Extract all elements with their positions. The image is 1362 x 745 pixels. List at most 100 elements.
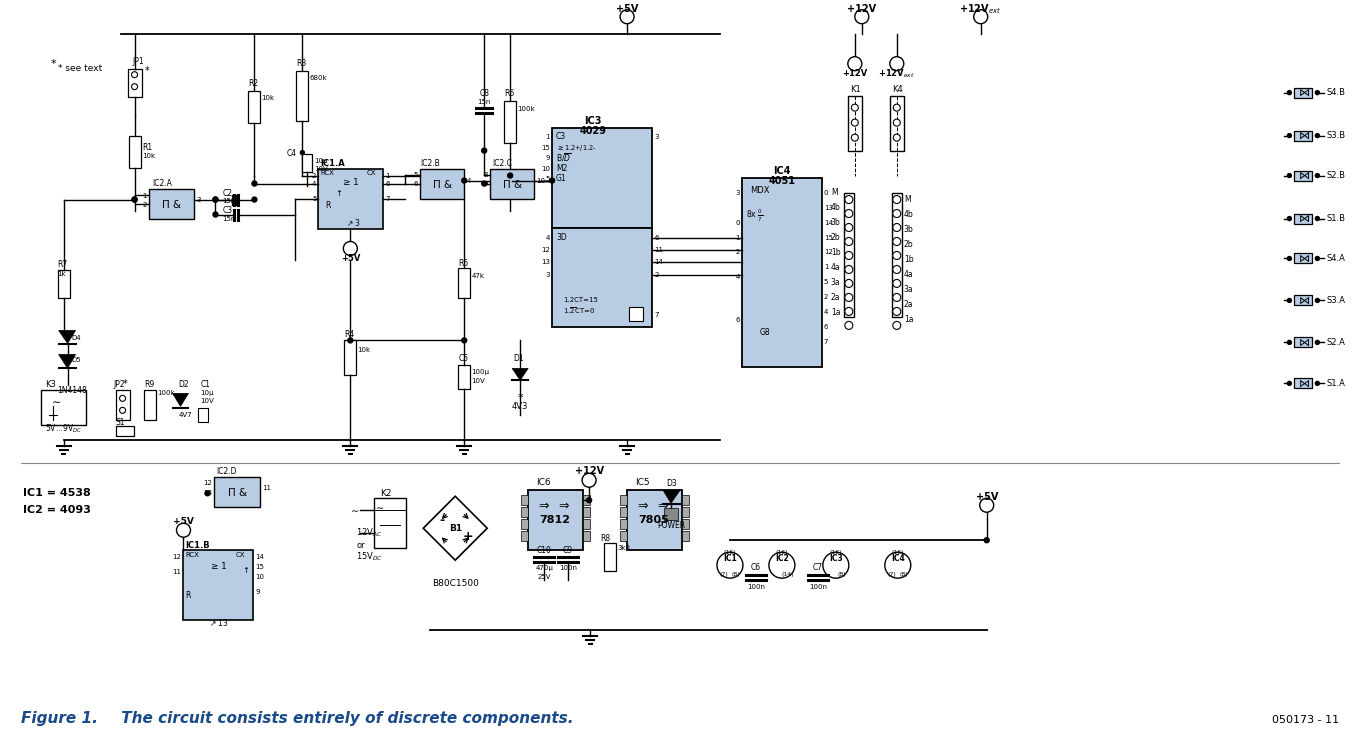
Circle shape bbox=[985, 538, 989, 542]
Polygon shape bbox=[173, 393, 188, 406]
Text: * see text: * see text bbox=[57, 64, 102, 73]
Text: 1: 1 bbox=[546, 133, 550, 139]
Text: 2a: 2a bbox=[904, 300, 914, 309]
Text: 6: 6 bbox=[414, 180, 418, 186]
Text: (8): (8) bbox=[731, 571, 741, 577]
Text: 1.$\overline{2}$CT=0: 1.$\overline{2}$CT=0 bbox=[563, 305, 595, 316]
Circle shape bbox=[177, 523, 191, 537]
Bar bbox=[552, 227, 652, 327]
Text: 2b: 2b bbox=[831, 233, 840, 242]
Bar bbox=[184, 551, 253, 620]
Text: B/$\overline{D}$: B/$\overline{D}$ bbox=[556, 151, 572, 164]
Text: 7: 7 bbox=[824, 340, 828, 346]
Text: +5V: +5V bbox=[340, 254, 360, 263]
Text: 1: 1 bbox=[735, 235, 740, 241]
Text: D3: D3 bbox=[666, 479, 677, 488]
Text: 1b: 1b bbox=[831, 248, 840, 257]
Circle shape bbox=[892, 294, 900, 302]
Text: 5: 5 bbox=[824, 279, 828, 285]
Bar bbox=[1294, 296, 1313, 305]
Text: (16): (16) bbox=[775, 550, 789, 555]
Circle shape bbox=[979, 498, 994, 513]
Text: $\Rightarrow$: $\Rightarrow$ bbox=[655, 498, 669, 512]
Bar bbox=[665, 508, 678, 520]
Circle shape bbox=[892, 224, 900, 232]
Bar bbox=[522, 495, 528, 505]
Text: B80C1500: B80C1500 bbox=[432, 579, 478, 588]
Circle shape bbox=[132, 72, 138, 77]
Text: 4b: 4b bbox=[904, 210, 914, 219]
Text: R9: R9 bbox=[144, 380, 155, 389]
Text: 14: 14 bbox=[654, 259, 663, 265]
Text: S1.B: S1.B bbox=[1327, 214, 1346, 223]
Text: S1: S1 bbox=[116, 418, 125, 427]
Circle shape bbox=[892, 252, 900, 259]
Text: +5V: +5V bbox=[616, 4, 639, 13]
Bar bbox=[128, 69, 142, 97]
Polygon shape bbox=[663, 490, 680, 503]
Text: 15n: 15n bbox=[222, 197, 236, 203]
Text: 6: 6 bbox=[385, 180, 390, 186]
Bar bbox=[116, 390, 129, 420]
Text: +: + bbox=[463, 530, 474, 542]
Text: $\sim$: $\sim$ bbox=[349, 504, 361, 514]
Text: R: R bbox=[326, 201, 331, 210]
Bar bbox=[57, 270, 69, 299]
Text: 25V: 25V bbox=[538, 574, 550, 580]
Circle shape bbox=[844, 294, 853, 302]
Text: C3: C3 bbox=[222, 206, 233, 215]
Text: 10k: 10k bbox=[143, 153, 155, 159]
Circle shape bbox=[132, 197, 138, 202]
Text: $\Pi$ &: $\Pi$ & bbox=[161, 197, 183, 209]
Text: 10: 10 bbox=[537, 177, 545, 183]
Text: 050173 - 11: 050173 - 11 bbox=[1272, 715, 1339, 725]
Circle shape bbox=[844, 265, 853, 273]
Text: 7805: 7805 bbox=[639, 516, 669, 525]
Circle shape bbox=[587, 498, 591, 503]
Text: 10V: 10V bbox=[200, 399, 214, 405]
Text: 3: 3 bbox=[735, 189, 740, 195]
Text: 2b: 2b bbox=[904, 240, 914, 249]
Bar bbox=[605, 543, 616, 571]
Text: $\bowtie$: $\bowtie$ bbox=[1297, 337, 1310, 348]
Circle shape bbox=[892, 308, 900, 315]
Circle shape bbox=[892, 209, 900, 218]
Text: C3: C3 bbox=[556, 132, 567, 141]
Circle shape bbox=[716, 552, 742, 578]
Text: S4.A: S4.A bbox=[1327, 254, 1346, 263]
Circle shape bbox=[847, 57, 862, 71]
Circle shape bbox=[844, 321, 853, 329]
Circle shape bbox=[1287, 91, 1291, 95]
Text: *: * bbox=[518, 393, 523, 403]
Text: $\Pi$ &: $\Pi$ & bbox=[432, 177, 452, 189]
Text: 13: 13 bbox=[203, 490, 212, 496]
Text: C10: C10 bbox=[537, 545, 552, 555]
Text: +5V: +5V bbox=[975, 492, 998, 502]
Text: $\Rightarrow$: $\Rightarrow$ bbox=[635, 498, 650, 512]
Circle shape bbox=[855, 10, 869, 24]
Circle shape bbox=[893, 134, 900, 141]
Text: MDX: MDX bbox=[750, 186, 770, 195]
Text: 1.2CT=15: 1.2CT=15 bbox=[563, 297, 598, 303]
Polygon shape bbox=[512, 368, 528, 381]
Text: (16): (16) bbox=[829, 550, 842, 555]
Bar bbox=[629, 308, 643, 321]
Text: K4: K4 bbox=[892, 85, 903, 94]
Circle shape bbox=[1316, 381, 1320, 385]
Text: R8: R8 bbox=[601, 533, 610, 542]
Circle shape bbox=[1316, 174, 1320, 177]
Text: C5: C5 bbox=[458, 354, 469, 363]
Text: C1: C1 bbox=[200, 380, 211, 389]
Circle shape bbox=[212, 197, 218, 202]
Text: S2.B: S2.B bbox=[1327, 171, 1346, 180]
Text: (8): (8) bbox=[838, 571, 846, 577]
Circle shape bbox=[620, 10, 635, 24]
Bar bbox=[620, 495, 627, 505]
Text: 4: 4 bbox=[824, 309, 828, 315]
Text: 3a: 3a bbox=[904, 285, 914, 294]
Circle shape bbox=[844, 308, 853, 315]
Text: 7: 7 bbox=[654, 312, 658, 318]
Text: R2: R2 bbox=[248, 79, 259, 88]
Text: $\Rightarrow$: $\Rightarrow$ bbox=[537, 498, 550, 512]
Text: 10V: 10V bbox=[315, 165, 328, 171]
